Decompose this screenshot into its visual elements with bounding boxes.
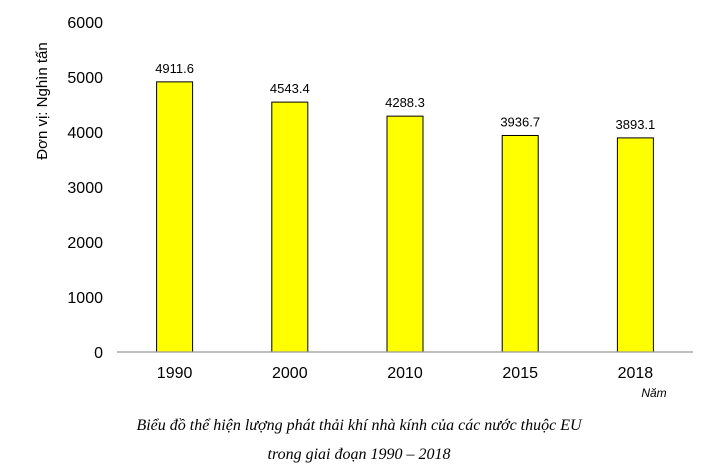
y-tick-label: 3000 — [67, 180, 103, 197]
bars — [156, 81, 654, 353]
bar-2015 — [501, 134, 539, 353]
bar-2018 — [616, 137, 654, 353]
x-tick-label-2000: 2000 — [272, 365, 308, 382]
y-tick-label: 0 — [94, 345, 103, 362]
y-axis-ticks: 0 1000 2000 3000 4000 5000 6000 — [67, 15, 103, 362]
x-axis-ticks: 1990 2000 2010 2015 2018 — [157, 365, 653, 382]
x-axis-label: Năm — [641, 386, 666, 400]
value-label-2010: 4288.3 — [385, 95, 425, 110]
x-tick-label-1990: 1990 — [157, 365, 193, 382]
chart-caption-line-2: trong giai đoạn 1990 – 2018 — [267, 446, 451, 463]
y-tick-label: 6000 — [67, 15, 103, 32]
chart-caption-line-1: Biểu đồ thể hiện lượng phát thải khí nhà… — [136, 417, 582, 434]
bar-2000 — [271, 101, 309, 353]
x-tick-label-2015: 2015 — [502, 365, 538, 382]
y-tick-label: 5000 — [67, 70, 103, 87]
value-label-1990: 4911.6 — [155, 61, 194, 76]
value-labels: 4911.6 4543.4 4288.3 3936.7 3893.1 — [155, 61, 655, 132]
y-axis-label: Đơn vị: Nghìn tấn — [34, 42, 51, 159]
y-tick-label: 1000 — [67, 290, 103, 307]
y-tick-label: 4000 — [67, 125, 103, 142]
y-tick-label: 2000 — [67, 235, 103, 252]
value-label-2018: 3893.1 — [616, 117, 656, 132]
bar-1990 — [156, 81, 194, 353]
bar-2010 — [386, 115, 424, 353]
value-label-2000: 4543.4 — [270, 81, 310, 96]
x-tick-label-2010: 2010 — [387, 365, 423, 382]
x-tick-label-2018: 2018 — [618, 365, 654, 382]
value-label-2015: 3936.7 — [500, 114, 540, 129]
bar-chart: 0 1000 2000 3000 4000 5000 6000 4911.6 4543.4 42… — [34, 15, 693, 400]
